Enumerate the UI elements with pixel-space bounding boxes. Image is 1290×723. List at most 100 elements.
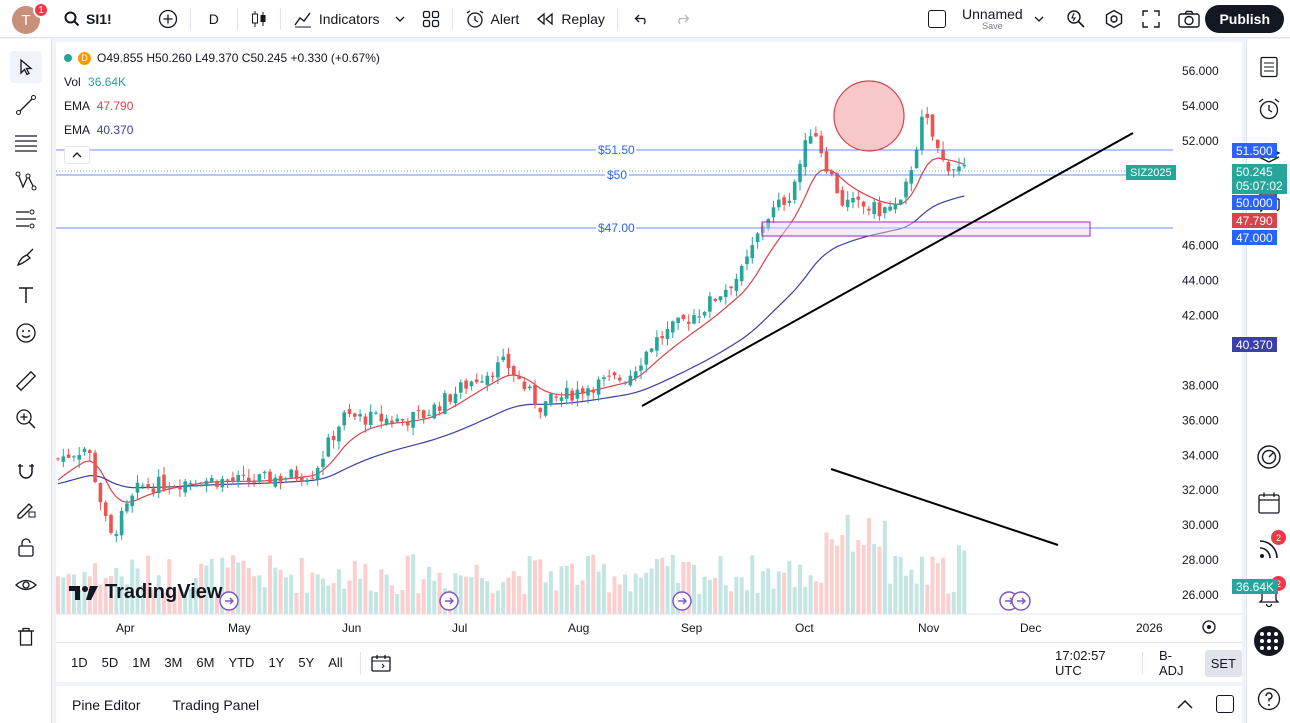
indicators-button[interactable]: Indicators [285,0,414,38]
symbol-legend[interactable]: D O49.855 H50.260 L49.370 C50.245 +0.330… [64,51,380,65]
volume-bar [427,566,431,614]
goto-date-icon[interactable] [371,654,391,672]
session-toggle[interactable]: SET [1204,649,1242,677]
fullscreen-icon[interactable] [1142,10,1160,28]
volume-bar [172,590,177,614]
range-1d[interactable]: 1D [71,655,88,670]
replay-button[interactable]: Replay [527,0,613,38]
volume-bar [935,563,940,614]
range-all[interactable]: All [328,655,343,670]
visibility-tool[interactable] [10,569,42,601]
volume-downtrend-line[interactable] [830,468,1059,546]
ema-slow-legend[interactable]: EMA 40.370 [64,123,133,137]
axis-settings-icon[interactable] [1202,620,1216,634]
watchlist-button[interactable] [1253,51,1285,83]
help-button[interactable] [1253,683,1285,715]
interval-button[interactable]: D [195,0,233,38]
bottom-panel-tabs: Pine Editor Trading Panel [56,686,1242,723]
volume-bar [861,545,866,614]
apps-button[interactable] [1253,625,1285,657]
alert-label: Alert [490,11,520,27]
ideas-button[interactable] [1253,441,1285,473]
candle [962,157,967,169]
draw-mode-tool[interactable] [10,493,42,525]
candle [697,309,702,324]
undo-button[interactable] [622,0,662,38]
measure-tool[interactable] [10,203,42,235]
zoom-tool[interactable] [10,403,42,435]
layout-checkbox[interactable] [928,10,946,28]
candle [787,192,792,207]
symbol-search[interactable]: SI1! [56,0,120,38]
camera-icon[interactable] [1178,10,1200,28]
volume-bar [310,572,315,614]
range-ytd[interactable]: YTD [228,655,255,670]
range-5y[interactable]: 5Y [298,655,315,670]
brush-tool[interactable] [10,241,42,273]
divider [451,8,453,30]
maximize-panel-button[interactable] [1216,695,1234,713]
magnet-tool[interactable] [10,455,42,487]
volume-bar [570,563,575,614]
candle [713,297,717,303]
watermark-text: TradingView [105,581,223,603]
redo-button[interactable] [662,0,702,38]
alert-button[interactable]: Alert [457,0,528,38]
range-5d[interactable]: 5D [101,655,119,670]
price-chart[interactable]: $51.50 $50 $47.00 56.000 54.000 52.000 46.0… [56,42,1242,642]
news-feed-button[interactable] [1253,533,1285,565]
candle [686,314,691,331]
lock-tool[interactable] [10,531,42,563]
candle [580,385,585,401]
range-6m[interactable]: 6M [196,655,215,670]
clock-timezone[interactable]: 17:02:57 UTC [1055,648,1106,678]
event-marker-icon[interactable] [219,591,239,611]
settings-icon[interactable] [1104,9,1124,29]
uptrend-line[interactable] [641,132,1134,407]
range-1m[interactable]: 1M [132,655,151,670]
volume-bar [591,554,596,614]
undo-icon [634,14,646,25]
cursor-tool[interactable] [10,51,42,83]
event-marker-icon[interactable] [439,591,459,611]
quick-search-icon[interactable] [1066,9,1086,29]
publish-button[interactable]: Publish [1205,5,1284,33]
candle [347,403,352,417]
emoji-tool[interactable] [10,317,42,349]
volume-bar [146,555,151,614]
candle [946,160,951,176]
templates-button[interactable] [414,0,448,38]
pencil-lock-icon [17,503,36,519]
candle [178,479,182,497]
calendar-button[interactable] [1253,487,1285,519]
support-zone-rectangle[interactable] [761,221,1091,237]
chevron-down-icon[interactable] [1033,13,1045,25]
volume-bar [374,591,378,614]
ruler-tool[interactable] [10,365,42,397]
highlight-circle[interactable] [833,80,905,152]
range-3m[interactable]: 3M [164,655,183,670]
layout-name-button[interactable]: Unnamed Save [962,7,1023,31]
chevron-up-icon[interactable] [1176,698,1194,710]
candle [665,321,670,346]
volume-legend[interactable]: Vol 36.64K [64,75,126,89]
chart-pane[interactable]: $51.50 $50 $47.00 56.000 54.000 52.000 46.0… [56,42,1287,642]
event-marker-icon[interactable] [1011,591,1031,611]
fib-tool[interactable] [10,127,42,159]
chart-type-button[interactable] [242,0,276,38]
tab-trading-panel[interactable]: Trading Panel [172,696,260,713]
pattern-tool[interactable] [10,165,42,197]
delete-tool[interactable] [10,621,42,653]
hline-label-50: $50 [607,168,627,182]
trendline-tool[interactable] [10,89,42,121]
compare-button[interactable] [150,0,186,38]
adjustment-toggle[interactable]: B-ADJ [1158,648,1184,678]
collapse-legend-button[interactable] [64,146,90,164]
alerts-panel-button[interactable] [1253,93,1285,125]
range-1y[interactable]: 1Y [268,655,285,670]
event-marker-icon[interactable] [672,591,692,611]
text-tool[interactable] [10,279,42,311]
tab-pine-editor[interactable]: Pine Editor [72,696,141,713]
ema-fast-legend[interactable]: EMA 47.790 [64,99,133,113]
volume-bar [193,577,198,614]
